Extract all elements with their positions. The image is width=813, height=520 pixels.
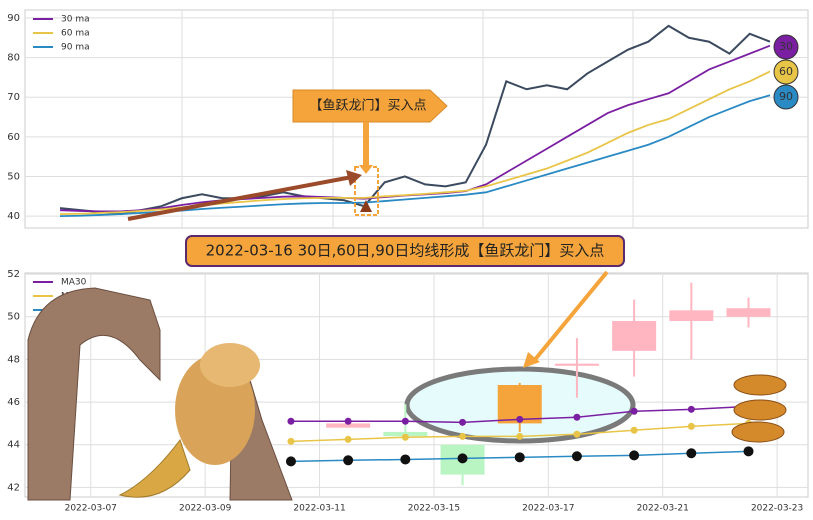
carp xyxy=(733,374,787,396)
legend-label: MA30 xyxy=(61,278,87,288)
legend-label: 90 ma xyxy=(61,43,90,53)
x-tick-label: 2022-03-23 xyxy=(751,504,803,514)
y-tick-label: 44 xyxy=(7,440,20,451)
end-badge xyxy=(773,34,799,60)
annotation-text: 【鱼跃龙门】买入点 xyxy=(309,98,426,114)
y-tick-label: 50 xyxy=(7,312,20,323)
ma-dot xyxy=(687,422,695,430)
chart-title: 2022-03-16 30日,60日,90日均线形成【鱼跃龙门】买入点 xyxy=(206,242,605,260)
end-label: 30 xyxy=(779,40,793,53)
x-tick-label: 2022-03-17 xyxy=(522,504,574,514)
pointer-head xyxy=(523,352,540,368)
ma-dot xyxy=(344,417,352,425)
ma-dot xyxy=(285,456,296,467)
ma-dot xyxy=(573,413,581,421)
candle-body xyxy=(612,321,657,351)
ma-dot xyxy=(743,446,754,457)
ma-dot xyxy=(400,454,411,465)
ma-dot xyxy=(287,437,295,445)
ma-dot xyxy=(459,432,467,440)
pointer-arrow xyxy=(531,270,609,364)
ma-dot xyxy=(401,417,409,425)
x-tick-label: 2022-03-21 xyxy=(637,504,689,514)
ma-dot xyxy=(630,426,638,434)
ma-dot xyxy=(573,430,581,438)
annotation-box xyxy=(292,89,448,123)
highlight-tri xyxy=(360,200,372,212)
y-tick-label: 90 xyxy=(7,13,20,24)
candle-body xyxy=(554,363,599,366)
ma-dot xyxy=(687,405,695,413)
end-badge xyxy=(773,84,799,110)
ma-dot xyxy=(630,407,638,415)
dog-head xyxy=(200,343,260,387)
ma-dot xyxy=(457,453,468,464)
ma-dot xyxy=(343,455,354,466)
fish-tail xyxy=(118,438,191,498)
y-tick-label: 40 xyxy=(7,211,20,222)
ma-dot xyxy=(344,435,352,443)
decoration xyxy=(27,287,787,501)
x-tick-label: 2022-03-11 xyxy=(293,504,345,514)
x-tick-label: 2022-03-07 xyxy=(65,504,117,514)
trend-head xyxy=(346,170,362,186)
carp xyxy=(731,421,785,443)
ma-dot xyxy=(516,415,524,423)
end-label: 90 xyxy=(779,90,793,103)
y-tick-label: 48 xyxy=(7,354,20,365)
x-tick-label: 2022-03-15 xyxy=(408,504,460,514)
y-tick-label: 42 xyxy=(7,482,20,493)
y-tick-label: 50 xyxy=(7,171,20,182)
ma-dot xyxy=(459,418,467,426)
price-line xyxy=(59,24,771,216)
y-tick-label: 46 xyxy=(7,397,20,408)
ma-dot xyxy=(686,448,697,459)
candle-body xyxy=(326,423,371,428)
candle-body xyxy=(669,310,714,321)
end-label: 60 xyxy=(779,65,793,78)
ma-dot xyxy=(514,452,525,463)
end-badge xyxy=(773,59,799,85)
annotation-arrow xyxy=(359,122,373,174)
y-tick-label: 60 xyxy=(7,132,20,143)
legend-label: 30 ma xyxy=(61,15,90,25)
highlight-box xyxy=(354,166,379,216)
ma-dot xyxy=(401,433,409,441)
ma-dot xyxy=(516,432,524,440)
ma-dot xyxy=(571,451,582,462)
y-tick-label: 80 xyxy=(7,53,20,64)
title-banner xyxy=(185,235,625,267)
ma-dot xyxy=(629,450,640,461)
y-tick-label: 52 xyxy=(7,269,20,280)
ma-dot xyxy=(287,417,295,425)
stone-arch xyxy=(27,287,161,501)
carp xyxy=(733,399,787,421)
legend-label: 60 ma xyxy=(61,29,90,39)
trend-arrow xyxy=(127,175,353,221)
x-tick-label: 2022-03-09 xyxy=(179,504,232,514)
y-tick-label: 70 xyxy=(7,92,20,103)
candle-body xyxy=(726,308,771,317)
